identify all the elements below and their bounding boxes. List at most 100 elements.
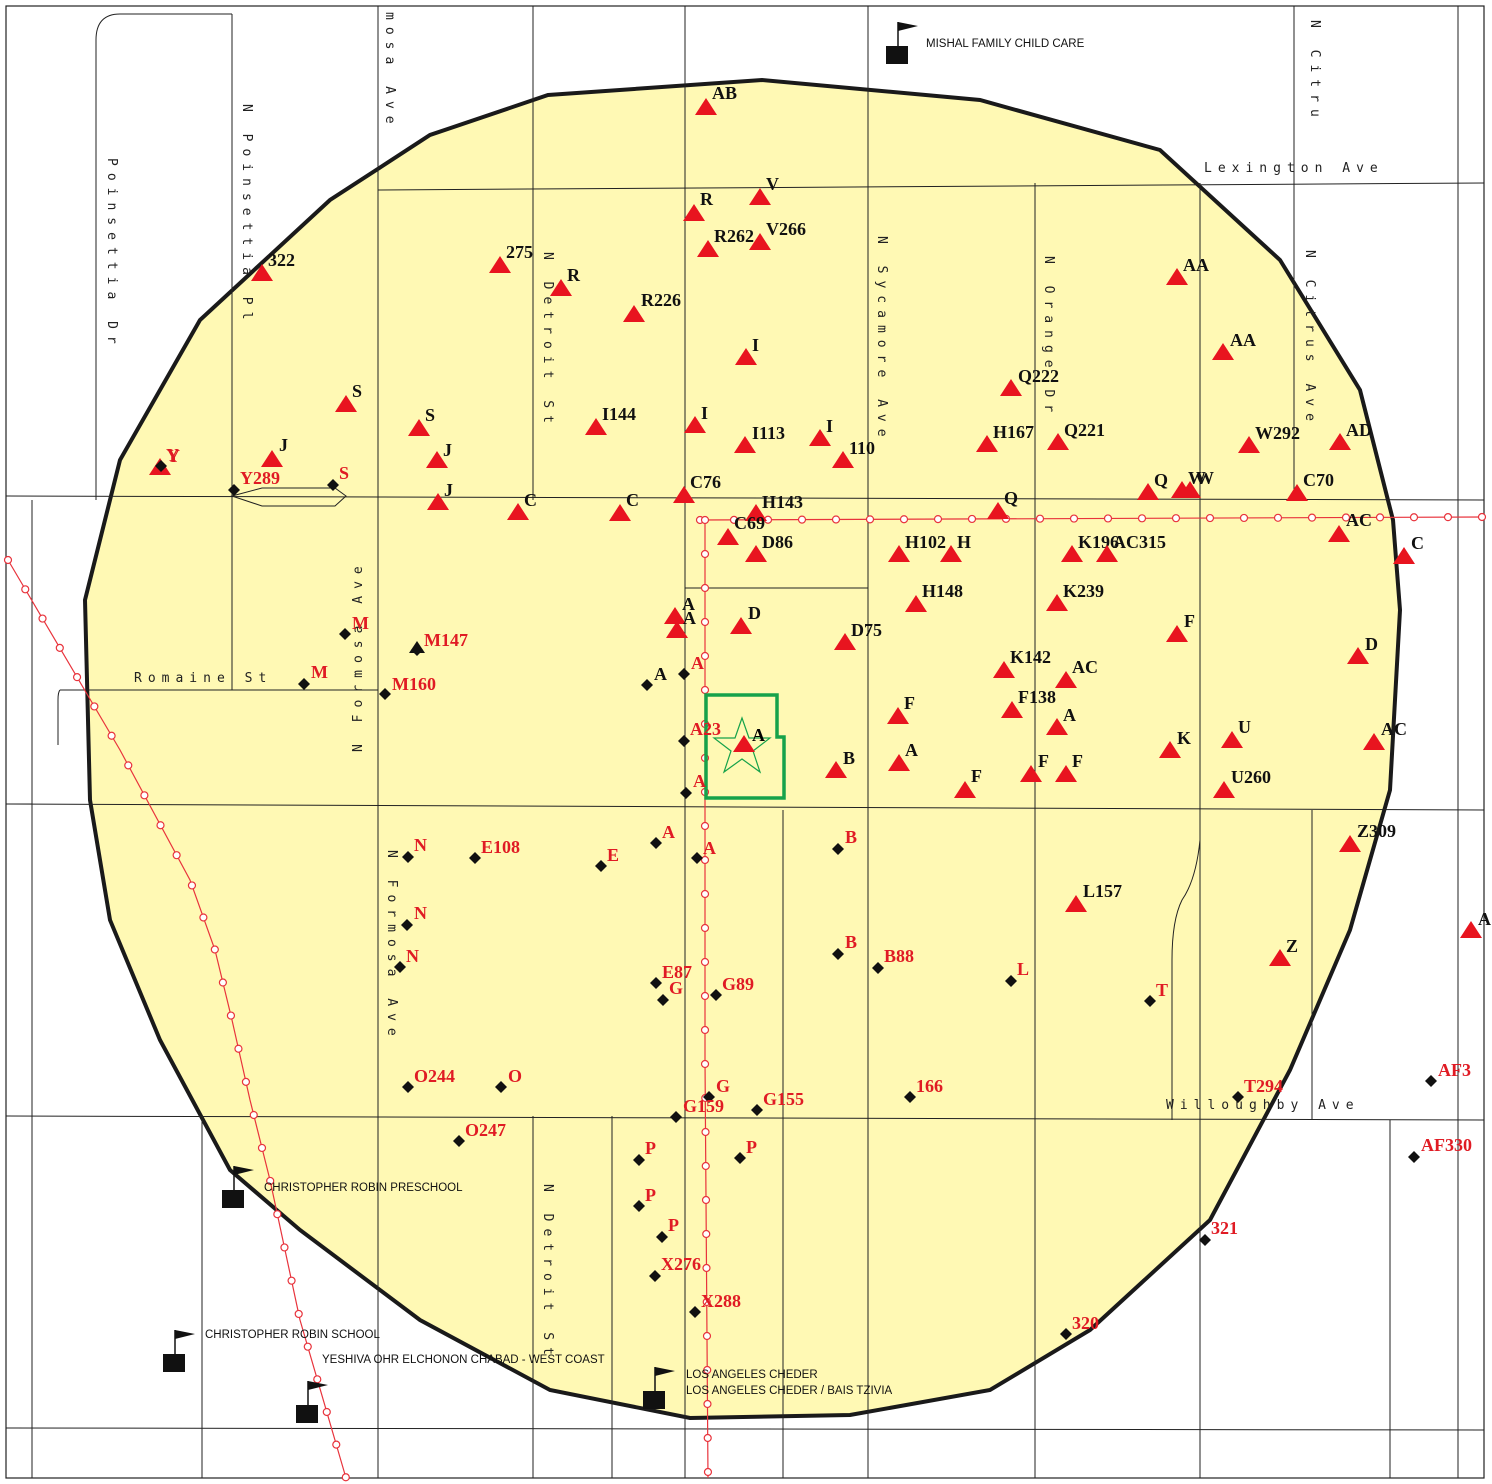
school-flag-icon	[222, 1166, 254, 1208]
triangle-marker: S	[408, 405, 435, 436]
diamond-marker: O	[495, 1066, 522, 1093]
diamond-marker: G159	[670, 1096, 724, 1123]
triangle-marker: C	[1393, 533, 1424, 564]
rail-station-dot	[1239, 513, 1249, 523]
triangle-marker: A	[888, 740, 918, 771]
triangle-marker: R	[683, 189, 714, 221]
triangle-marker: F	[954, 766, 982, 798]
diamond-marker: M	[339, 613, 369, 640]
diamond-marker: N	[394, 946, 419, 973]
subject-property[interactable]: A	[704, 693, 786, 800]
map-frame	[5, 5, 1485, 1479]
triangle-marker: Z309	[1339, 821, 1396, 852]
diamond-marker: E87	[650, 962, 692, 989]
triangle-marker: AD	[1329, 420, 1372, 450]
triangle-marker-label: Q	[1154, 470, 1168, 490]
triangle-marker: F138	[1001, 687, 1056, 718]
rail-station-dot	[700, 991, 710, 1001]
rail-station-dot	[1137, 514, 1147, 523]
rail-station-dot	[899, 515, 909, 524]
rail-station-dot	[313, 1375, 322, 1384]
triangle-marker: AC	[1055, 657, 1098, 688]
diamond-marker: X276	[649, 1254, 701, 1282]
diamond-marker-label: B	[845, 932, 857, 952]
diamond-marker: N	[402, 835, 427, 863]
rail-station-dot	[700, 583, 710, 593]
triangle-marker: C76	[673, 472, 721, 503]
street-labels: Poinsettia Dr N Poinsettia Pl mosa Ave N…	[104, 12, 1378, 1362]
rail-station-dot	[797, 515, 807, 524]
triangle-marker-label: C	[1411, 533, 1424, 553]
diamond-marker-label: P	[746, 1137, 757, 1157]
diamond-marker-label: G155	[763, 1089, 804, 1109]
triangle-marker-label: F	[1072, 751, 1083, 771]
diamond-marker-label: B88	[884, 946, 914, 966]
diamond-marker-label: G159	[683, 1096, 724, 1116]
triangle-marker: D75	[834, 620, 882, 650]
triangle-marker-label: J	[444, 480, 453, 500]
triangle-marker: A	[664, 594, 695, 624]
triangle-marker-label: I	[826, 416, 833, 436]
triangle-marker: W292	[1238, 423, 1300, 453]
diamond-marker-label: S	[339, 463, 349, 483]
diamond-marker-label: P	[645, 1138, 656, 1158]
triangle-marker-label: J	[443, 440, 452, 460]
triangle-marker: D86	[745, 532, 793, 562]
diamond-marker-label: A	[693, 771, 706, 791]
triangle-marker: 322	[251, 250, 295, 281]
rail-station-dot	[1443, 513, 1453, 522]
diamond-marker-label: E	[607, 845, 619, 865]
triangle-marker: A	[666, 608, 696, 638]
triangle-marker: AC	[1328, 510, 1372, 542]
rail-station-dot	[702, 1297, 711, 1307]
diamond-marker-label: AF330	[1421, 1135, 1472, 1155]
triangle-marker-label: V	[766, 174, 779, 194]
rail-station-dot	[703, 1365, 712, 1375]
triangle-marker-label: I	[752, 335, 759, 355]
rail-station-dot	[701, 1161, 710, 1171]
diamond-marker: N	[401, 903, 427, 931]
triangle-marker-label: S	[352, 381, 362, 401]
triangle-marker: B	[825, 748, 855, 778]
diamond-marker: A	[641, 664, 667, 691]
triangle-marker-label: A	[1478, 909, 1491, 929]
diamond-marker-label: P	[645, 1185, 656, 1205]
triangle-marker-label: C76	[690, 472, 721, 492]
school-label: LOS ANGELES CHEDER	[686, 1369, 818, 1381]
street-label: N Poinsettia Pl	[239, 104, 254, 326]
diamond-marker: G155	[751, 1089, 804, 1116]
subject-label: A	[752, 725, 765, 745]
subject-parcel-outline	[704, 693, 786, 800]
diamond-marker-label: A	[654, 664, 667, 684]
diamond-marker-label: O244	[414, 1066, 455, 1086]
street-label: Poinsettia Dr	[104, 158, 119, 351]
diamond-marker: A23	[678, 719, 721, 747]
triangle-marker-label: AC	[1381, 719, 1407, 739]
diamond-marker: Y289	[228, 468, 280, 496]
triangle-marker-label: W	[1196, 468, 1214, 488]
rail-station-dot	[1477, 512, 1487, 522]
rail-station-dot	[1341, 513, 1351, 522]
rail-station-dot	[273, 1210, 282, 1219]
rail-station-dot	[140, 791, 149, 800]
triangle-marker-label: Q222	[1018, 366, 1059, 386]
rail-station-dot	[700, 1059, 710, 1069]
diamond-marker-label: AF3	[1438, 1060, 1471, 1080]
triangle-marker-label: 275	[506, 242, 533, 262]
rail-station-dot	[831, 515, 841, 524]
rail-station-dot	[1103, 514, 1113, 523]
diamond-marker-label: A	[703, 838, 716, 858]
rail-station-dot	[702, 1263, 711, 1273]
diamond-marker-label: X276	[661, 1254, 701, 1274]
diamond-marker-label: G	[716, 1076, 730, 1096]
triangle-marker-label: AA	[1230, 330, 1256, 350]
rail-station-dot	[967, 514, 977, 524]
triangle-marker: A	[1460, 909, 1491, 938]
school-flag-icon	[643, 1367, 675, 1409]
triangle-marker-label: 322	[268, 250, 295, 270]
rail-station-dot	[1375, 513, 1385, 522]
triangle-marker: Q	[987, 488, 1018, 519]
triangle-marker: V	[749, 174, 779, 205]
diamond-marker: 321	[1199, 1218, 1238, 1246]
